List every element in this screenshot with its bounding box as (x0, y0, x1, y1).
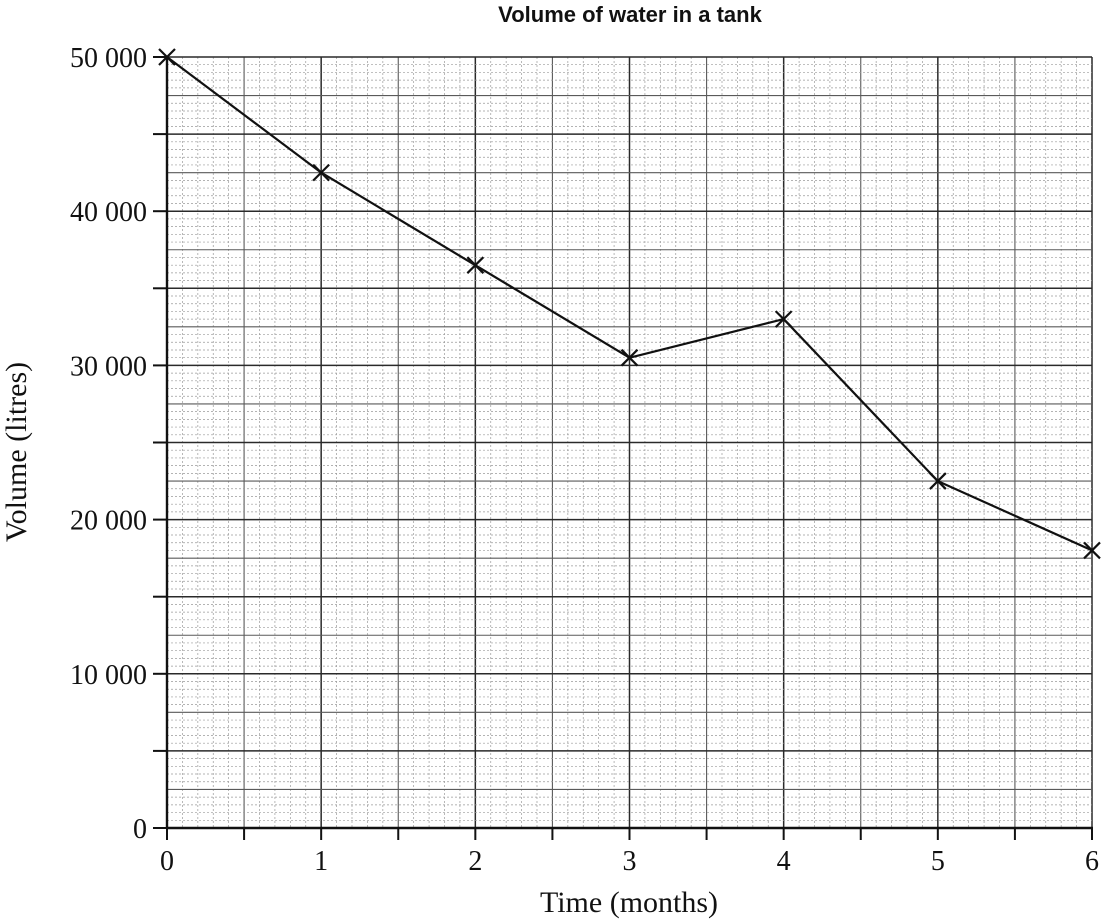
chart-title: Volume of water in a tank (498, 2, 762, 27)
y-tick-label: 50 000 (70, 43, 147, 74)
data-point-marker (774, 310, 793, 328)
x-tick-label: 0 (160, 846, 174, 877)
x-tick-label: 2 (468, 846, 482, 877)
graph-paper-grid (166, 56, 1093, 829)
x-tick-label: 4 (777, 846, 791, 877)
data-point-marker (312, 163, 330, 182)
x-tick-label: 1 (314, 846, 328, 877)
data-series (158, 48, 1101, 560)
x-tick-label: 5 (931, 846, 945, 877)
data-point-marker (158, 48, 176, 66)
data-point-marker (1083, 541, 1101, 560)
y-tick-label: 0 (133, 814, 147, 845)
data-point-marker (466, 256, 485, 274)
y-tick-label: 40 000 (70, 197, 147, 228)
x-tick-label: 6 (1085, 846, 1099, 877)
x-tick-label: 3 (623, 846, 637, 877)
data-point-marker (620, 348, 639, 367)
x-axis-label: Time (months) (540, 886, 718, 919)
y-tick-label: 20 000 (70, 506, 147, 537)
y-tick-label: 10 000 (70, 660, 147, 691)
y-tick-label: 30 000 (70, 351, 147, 382)
axes (153, 56, 1093, 840)
tick-labels: 0 1 2 3 4 5 6 0 10 000 20 000 30 000 40 000 50 000 (70, 43, 1099, 877)
data-point-marker (929, 472, 947, 490)
y-axis-label: Volume (litres) (0, 362, 33, 542)
